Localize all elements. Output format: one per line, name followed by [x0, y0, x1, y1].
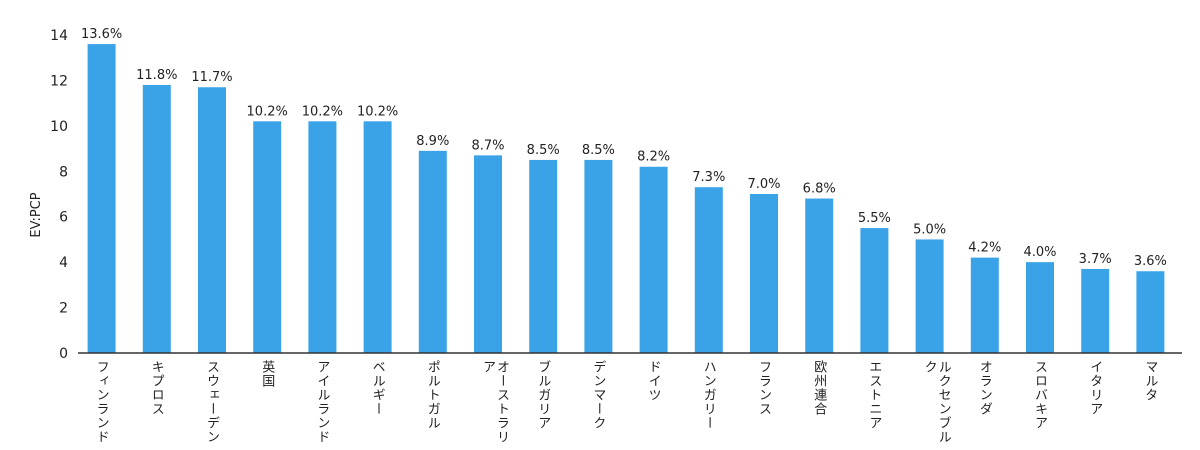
bar [363, 121, 392, 353]
x-tick-label: ハンガリー [700, 360, 716, 430]
x-tick-label: ブルガリア [535, 360, 551, 430]
x-tick-label: 欧州連合 [811, 360, 827, 416]
x-tick-label: デンマーク [590, 360, 606, 430]
x-tick-label: ルクセンブルク [921, 360, 951, 444]
data-label: 5.0% [913, 222, 946, 237]
data-label: 8.5% [527, 143, 560, 158]
bar [750, 194, 778, 353]
x-tick-label: オランダ [976, 360, 992, 416]
x-tick-label: アイルランド [314, 360, 330, 444]
bar [253, 121, 282, 353]
x-tick-label: 英国 [259, 360, 275, 388]
y-tick-label: 6 [59, 210, 68, 226]
bar [694, 187, 723, 353]
x-tick-label: ドイツ [645, 360, 661, 402]
x-tick-label: フィンランド [93, 360, 109, 444]
x-tick-label: オーストラリア [480, 360, 509, 444]
data-label: 10.2% [247, 104, 288, 119]
data-label: 10.2% [302, 104, 343, 119]
bar [87, 44, 116, 353]
data-label: 8.9% [416, 134, 449, 149]
x-tick-label: キプロス [148, 360, 164, 416]
data-label: 5.5% [858, 211, 891, 226]
y-tick-label: 0 [59, 346, 68, 362]
bar [584, 159, 613, 353]
bar [418, 150, 447, 353]
y-tick-label: 2 [59, 301, 68, 317]
data-label: 8.7% [471, 138, 504, 153]
data-label: 10.2% [357, 104, 398, 119]
data-label: 4.0% [1023, 245, 1056, 260]
data-label: 11.7% [191, 70, 232, 85]
data-label: 3.6% [1134, 254, 1167, 269]
x-tick-label: スロバキア [1032, 360, 1047, 430]
bar [529, 159, 558, 353]
x-tick-label: エストニア [866, 360, 882, 430]
x-tick-label: マルタ [1142, 360, 1158, 402]
data-label: 7.0% [747, 177, 780, 192]
y-tick-label: 4 [59, 255, 68, 271]
data-label: 8.5% [582, 143, 615, 158]
bar [970, 257, 999, 353]
data-label: 7.3% [692, 170, 725, 185]
bar [1081, 268, 1110, 353]
x-tick-label: ポルトガル [424, 360, 440, 430]
x-tick-label: フランス [756, 360, 771, 416]
bar [639, 166, 668, 353]
data-label: 13.6% [81, 27, 122, 42]
y-tick-label: 12 [50, 73, 68, 89]
data-label: 8.2% [637, 150, 670, 165]
bar [142, 84, 171, 353]
data-label: 4.2% [968, 241, 1001, 256]
x-tick-label: スウェーデン [204, 360, 219, 444]
y-tick-label: 14 [50, 28, 68, 44]
y-tick-label: 8 [59, 164, 68, 180]
bar [308, 121, 337, 353]
bar [1026, 262, 1054, 353]
bar [860, 228, 889, 353]
bar [198, 87, 226, 353]
data-label: 6.8% [803, 182, 836, 197]
bar [1136, 271, 1165, 353]
data-label: 3.7% [1079, 252, 1112, 267]
y-axis-label: EV:PCP [29, 192, 45, 238]
bar [915, 239, 944, 353]
x-tick-label: ベルギー [369, 360, 385, 416]
y-tick-label: 10 [50, 119, 68, 135]
data-label: 11.8% [136, 68, 177, 83]
bar [805, 198, 834, 353]
x-tick-label: イタリア [1087, 360, 1103, 416]
bar [474, 155, 502, 353]
